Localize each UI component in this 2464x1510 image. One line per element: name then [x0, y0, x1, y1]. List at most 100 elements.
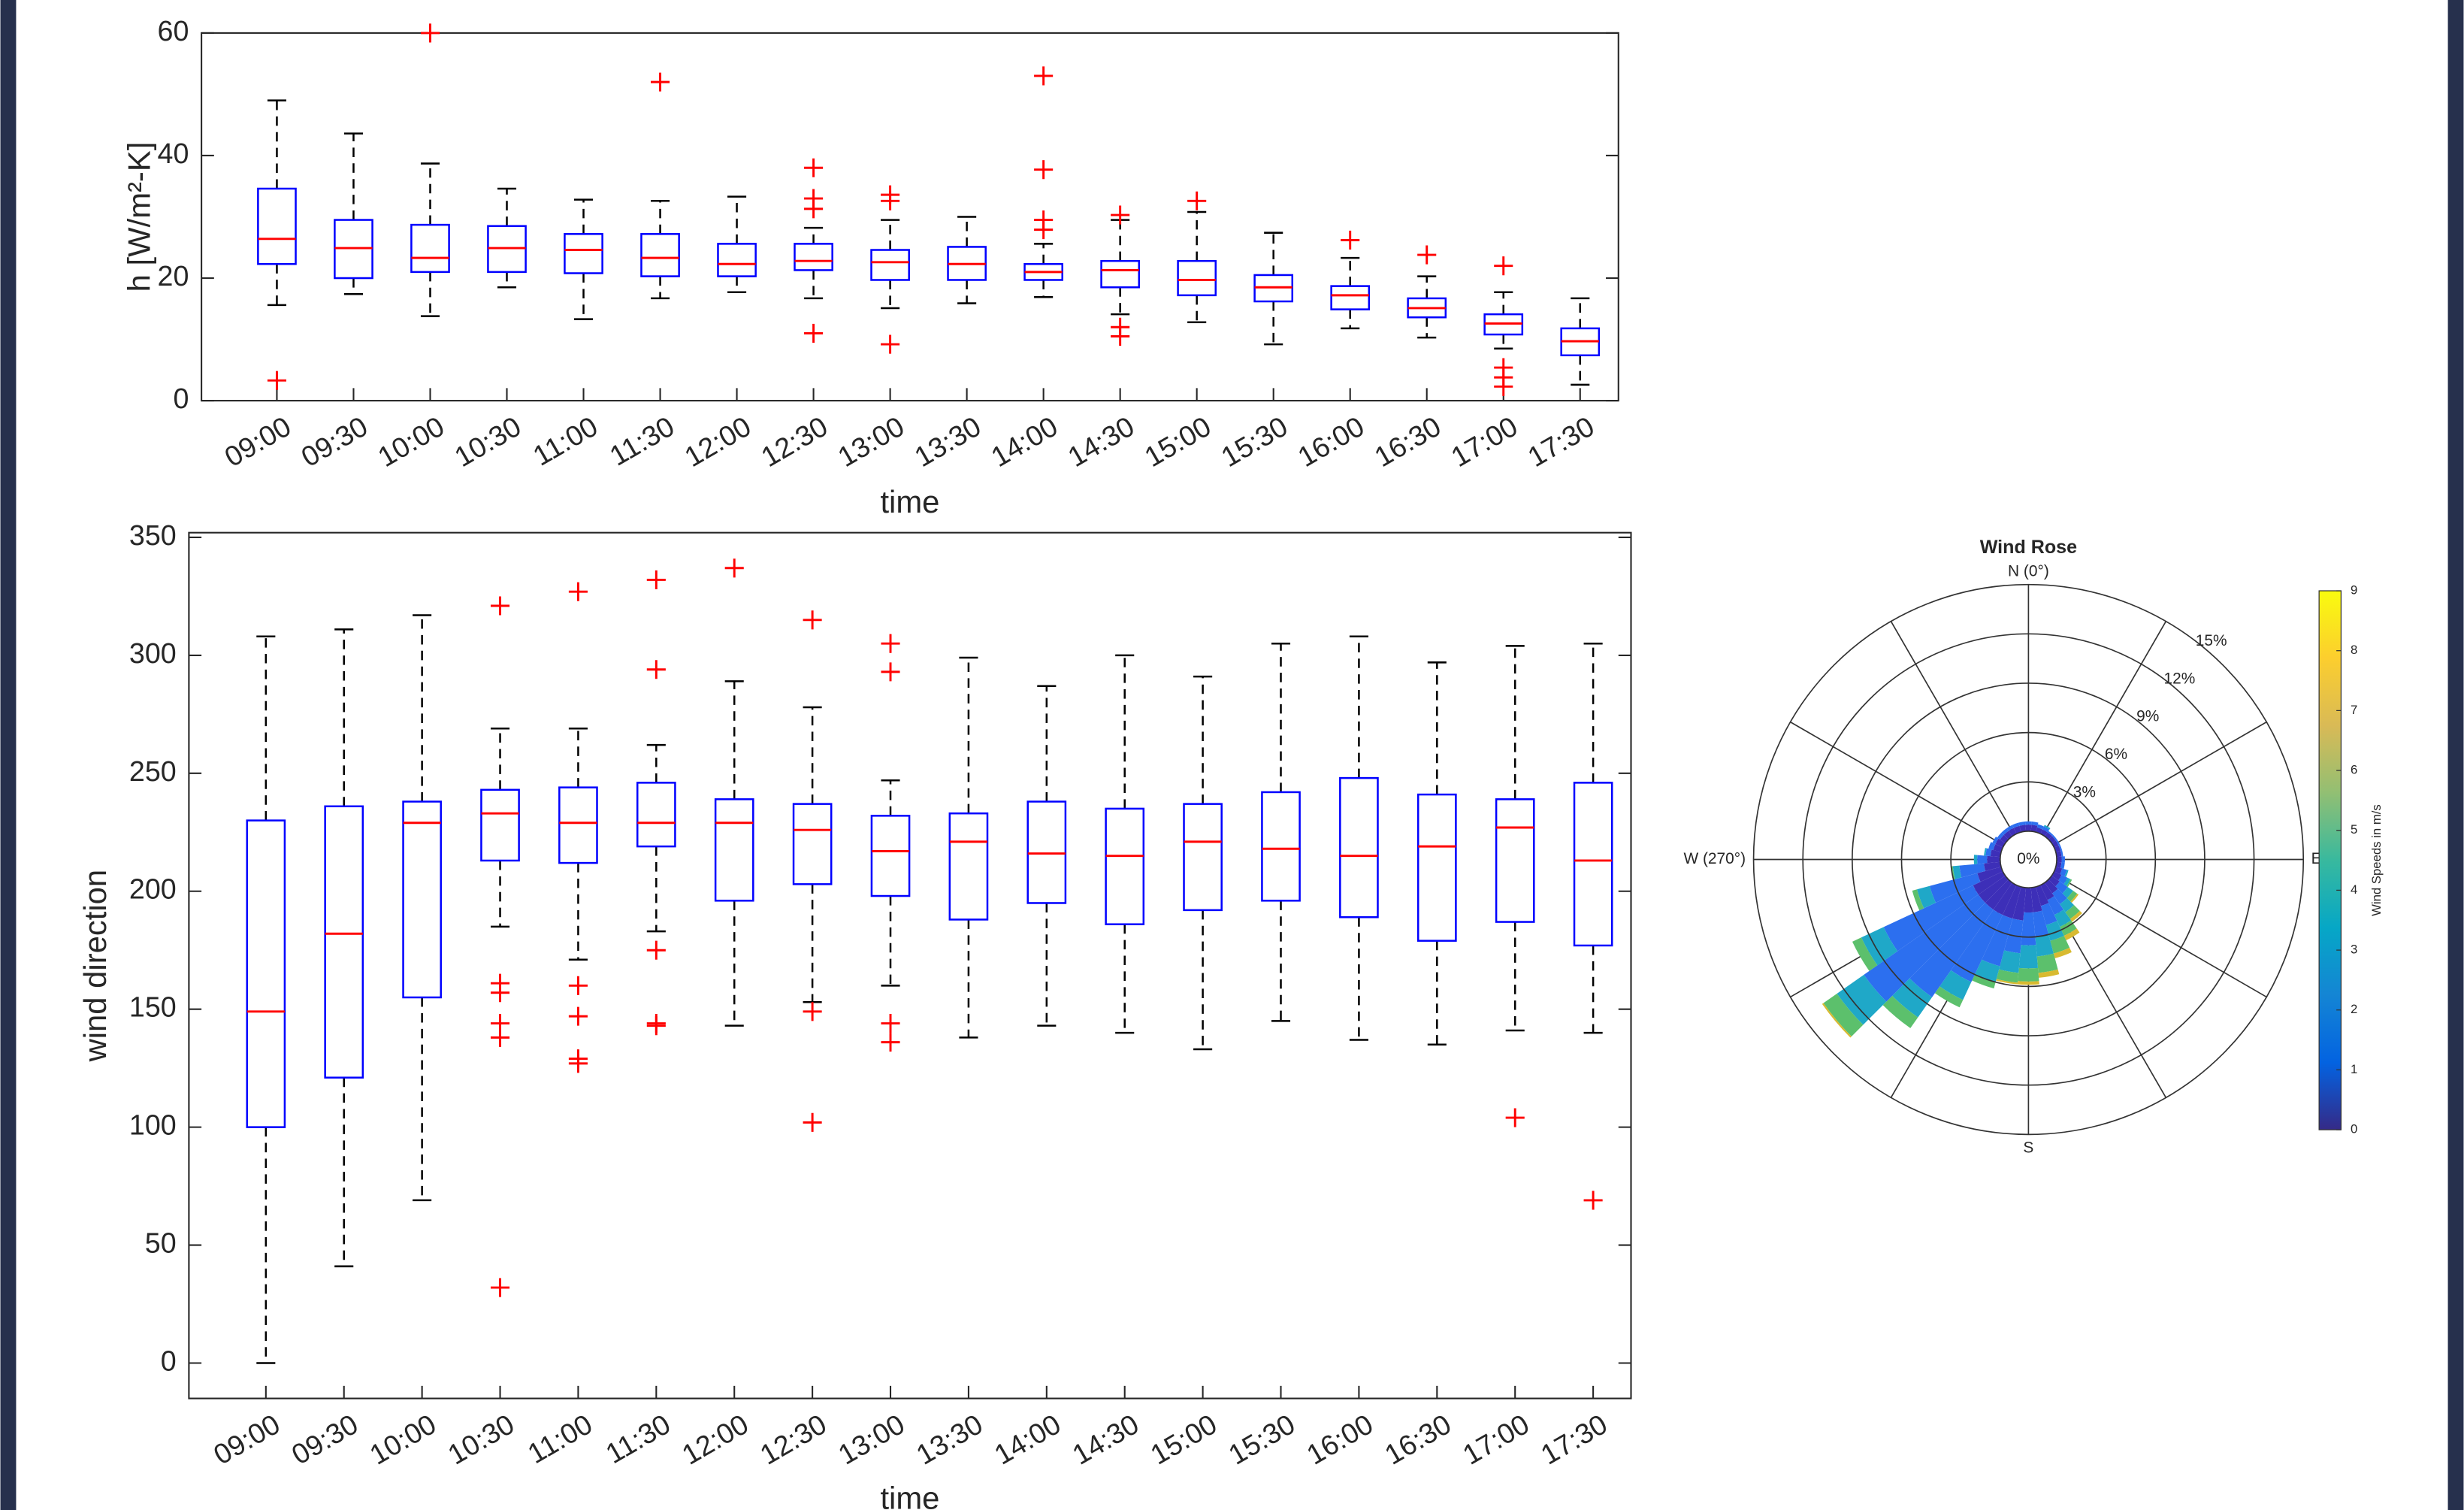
rose-wedge [1996, 979, 2018, 985]
rose-wedge [2040, 882, 2054, 900]
rose-wedge [2060, 868, 2067, 876]
outlier [646, 660, 666, 679]
rose-wedge [1975, 959, 2000, 982]
x-tick-label: 11:00 [522, 1408, 597, 1469]
rose-wedge [1951, 866, 1955, 880]
outlier [1111, 326, 1130, 346]
spoke [2052, 721, 2267, 846]
rose-wedge [2003, 885, 2021, 919]
rose-wedge [2013, 825, 2021, 834]
rose-wedge [2033, 910, 2049, 937]
rose-wedge [1978, 876, 2009, 903]
x-tick-label: 15:30 [1216, 410, 1293, 473]
y-tick-label: 200 [129, 873, 177, 905]
rose-wedge [1929, 873, 1981, 903]
rose-wedge [1934, 986, 1964, 1008]
rose-wedge [2038, 969, 2060, 978]
x-tick-label: 10:00 [364, 1408, 442, 1470]
rose-wedge [1993, 843, 2003, 852]
outlier [1494, 256, 1513, 276]
box [1026, 800, 1067, 904]
rose-wedge [1864, 894, 1985, 1002]
rose-wedge [2060, 920, 2077, 937]
rose-wedge [2001, 828, 2009, 835]
rose-wedge [2045, 921, 2064, 941]
rose-wedge [2070, 893, 2079, 903]
y-tick-label: 0 [173, 383, 189, 414]
x-tick-label: 12:00 [676, 1408, 754, 1470]
y-tick-label: 40 [158, 138, 189, 169]
rose-wedge [2031, 821, 2039, 826]
right-border [2447, 0, 2464, 1510]
outlier [881, 634, 900, 653]
rose-wedge [2036, 885, 2049, 906]
rose-wedge [2058, 875, 2068, 885]
box [1330, 285, 1371, 310]
outlier [1417, 245, 1437, 265]
rose-wedge [2018, 967, 2039, 982]
rose-wedge [1984, 861, 2002, 871]
colorbar-tick-label: 4 [2351, 882, 2357, 897]
axes-frame [201, 32, 1619, 402]
outlier [568, 1006, 588, 1026]
outlier [724, 558, 744, 578]
rose-wedge [2061, 856, 2065, 863]
x-tick-label: 10:00 [373, 410, 450, 473]
box [1177, 259, 1217, 297]
outlier [490, 596, 510, 616]
box [948, 812, 989, 921]
rose-wedge [2055, 851, 2062, 858]
box [792, 803, 833, 885]
rose-wedge [1997, 832, 2004, 840]
x-tick-label: 15:00 [1139, 410, 1217, 473]
colorbar-tick-label: 5 [2351, 822, 2357, 837]
x-tick-label: 12:00 [679, 410, 757, 473]
outlier [1583, 1191, 1603, 1210]
rose-wedge [1883, 885, 1979, 952]
rose-wedge [1984, 848, 1988, 856]
outlier [1034, 66, 1054, 86]
rose-wedge [1917, 885, 1936, 909]
colorbar-tick-label: 6 [2351, 762, 2357, 776]
rose-wedge [1912, 889, 1924, 911]
y-tick-label: 20 [158, 260, 189, 292]
box [558, 786, 598, 864]
rose-wedge [2006, 825, 2014, 831]
rose-wedge [1952, 865, 1962, 879]
outlier [881, 334, 900, 354]
rose-wedge [2047, 896, 2064, 915]
box [410, 223, 450, 274]
rose-wedge [1892, 978, 1933, 1018]
ring-label: 15% [2196, 632, 2227, 649]
y-axis-label: h [W/m²-K] [122, 142, 157, 292]
box [246, 819, 286, 1128]
outlier [1111, 205, 1130, 225]
outlier [804, 158, 824, 177]
box [1100, 259, 1140, 289]
colorbar-tick-label: 1 [2351, 1062, 2357, 1076]
outlier [881, 1033, 900, 1052]
outlier [881, 662, 900, 682]
x-tick-label: 17:30 [1535, 1408, 1613, 1470]
rose-wedge [2024, 888, 2033, 912]
box [402, 800, 442, 999]
y-tick-label: 60 [158, 15, 189, 47]
rose-wedge [2060, 897, 2075, 912]
rose-wedge [2066, 879, 2072, 888]
rose-wedge [2060, 850, 2063, 857]
x-tick-label: 11:00 [528, 410, 603, 472]
box [564, 233, 603, 274]
rose-wedge [2030, 825, 2038, 833]
x-tick-label: 09:00 [219, 410, 297, 473]
left-border [0, 0, 17, 1510]
rose-wedge [1999, 950, 2021, 973]
outlier [568, 1054, 588, 1073]
outlier [420, 23, 440, 43]
colorbar-tick-label: 3 [2351, 942, 2357, 956]
ring-label: 9% [2136, 708, 2159, 725]
rose-wedge [1973, 871, 2006, 895]
colorbar-tick-label: 9 [2351, 583, 2357, 597]
rose-wedge [2054, 909, 2072, 927]
outlier [646, 570, 666, 590]
box [1339, 776, 1379, 918]
